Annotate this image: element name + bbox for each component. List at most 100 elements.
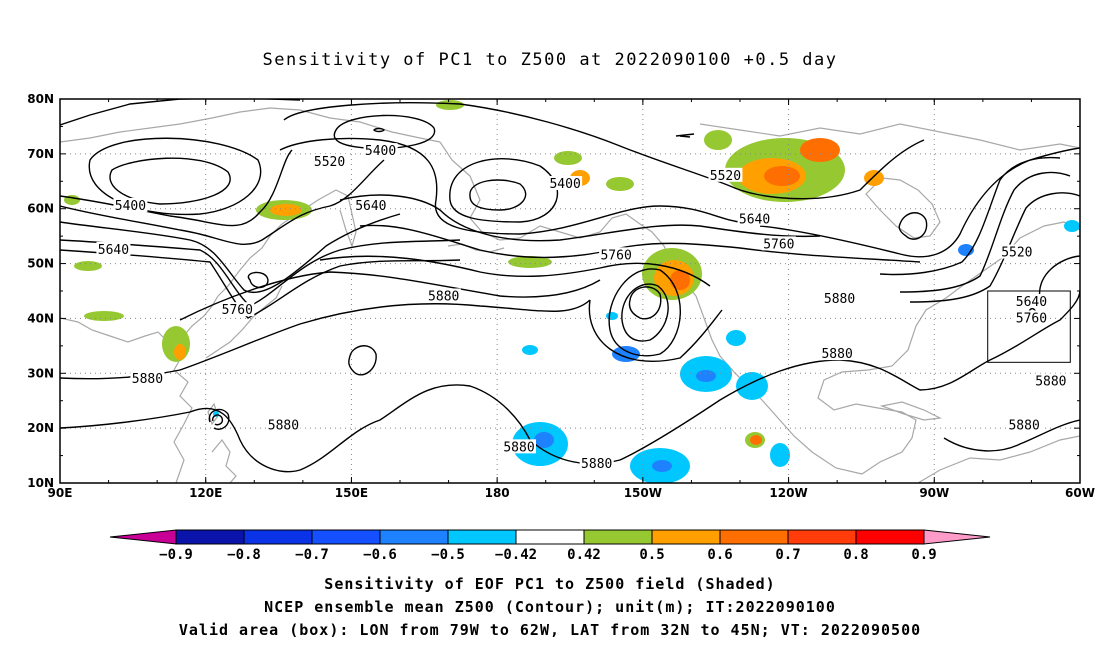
valid-area-box bbox=[987, 290, 1071, 363]
colorbar-label: −0.7 bbox=[295, 547, 329, 563]
shade-negative bbox=[534, 432, 554, 448]
contour-label: 5400 bbox=[549, 177, 580, 192]
lat-tick-label: 40N bbox=[27, 311, 54, 325]
lon-tick-label: 90W bbox=[919, 486, 949, 500]
colorbar: −0.9 −0.8 −0.7 −0.6 −0.5 −0.42 0.42 0.5 0.6 0.7 0.… bbox=[109, 529, 991, 563]
contour-label: 5640 bbox=[1016, 295, 1047, 310]
contour-line bbox=[628, 286, 662, 320]
contour-line bbox=[60, 213, 401, 294]
contour-line bbox=[839, 289, 1080, 391]
colorbar-swatch bbox=[379, 529, 449, 545]
shade-negative bbox=[726, 330, 746, 346]
contour-line bbox=[588, 299, 723, 363]
contour-label-backing bbox=[96, 241, 131, 256]
contour-label-backing bbox=[113, 197, 148, 212]
colorbar-swatch bbox=[515, 529, 585, 545]
colorbar-swatch bbox=[787, 529, 857, 545]
colorbar-swatch bbox=[175, 529, 245, 545]
contour-label-backing bbox=[353, 197, 388, 212]
contour-label: 5400 bbox=[365, 144, 396, 159]
contour-label-backing bbox=[426, 288, 461, 303]
contour-line bbox=[675, 133, 695, 138]
contour-line bbox=[608, 268, 681, 357]
lon-tick-label: 150W bbox=[624, 486, 662, 500]
contour-label: 5640 bbox=[355, 199, 386, 214]
contour-line bbox=[943, 419, 1080, 452]
lat-tick-label: 10N bbox=[27, 476, 54, 490]
contour-line bbox=[109, 157, 231, 205]
contour-label-backing bbox=[363, 143, 398, 158]
shade-positive bbox=[174, 344, 186, 360]
contour-label-backing bbox=[599, 247, 634, 262]
coastline-philippines bbox=[211, 438, 237, 483]
contour-label-backing bbox=[737, 211, 772, 226]
colorbar-swatch bbox=[243, 529, 313, 545]
shade-negative bbox=[696, 370, 716, 382]
contour-label: 5880 bbox=[1008, 418, 1039, 433]
lat-lon-grid bbox=[60, 99, 1080, 483]
shade-positive bbox=[750, 435, 762, 445]
contour-label: 5760 bbox=[1016, 311, 1047, 326]
lat-tick-label: 30N bbox=[27, 366, 54, 380]
colorbar-swatch bbox=[855, 529, 925, 545]
contour-label: 5880 bbox=[132, 372, 163, 387]
colorbar-label: −0.42 bbox=[495, 547, 537, 563]
contour-line bbox=[359, 224, 921, 263]
shade-negative bbox=[736, 372, 768, 400]
contour-label-backing bbox=[579, 455, 614, 470]
contour-line bbox=[879, 156, 1061, 276]
colorbar-label: 0.5 bbox=[639, 547, 664, 563]
shade-positive bbox=[704, 130, 732, 150]
contour-line bbox=[469, 179, 527, 211]
shade-positive bbox=[508, 256, 552, 268]
coastline-cuba bbox=[879, 401, 943, 421]
shade-positive bbox=[436, 100, 464, 110]
coastline-korea bbox=[181, 295, 219, 339]
caption-contour: NCEP ensemble mean Z500 (Contour); unit(… bbox=[264, 598, 836, 616]
contour-label: 5640 bbox=[739, 213, 770, 228]
contour-label-backing bbox=[220, 302, 255, 317]
contour-line bbox=[449, 158, 559, 223]
contour-line bbox=[339, 194, 821, 242]
contour-label: 5880 bbox=[268, 418, 299, 433]
lat-tick-label: 80N bbox=[27, 92, 54, 106]
contour-line bbox=[60, 159, 385, 245]
shade-positive bbox=[554, 151, 582, 165]
shade-negative bbox=[522, 345, 538, 355]
lon-tick-label: 180 bbox=[485, 486, 510, 500]
lat-tick-label: 60N bbox=[27, 202, 54, 216]
lat-tick-label: 20N bbox=[27, 421, 54, 435]
coastline-arctic-canada bbox=[699, 123, 1080, 151]
contour-label-backing bbox=[999, 244, 1034, 259]
coastline-south-america bbox=[917, 435, 1080, 483]
shade-positive bbox=[606, 177, 634, 191]
contour-line bbox=[348, 345, 377, 376]
lat-tick-label: 50N bbox=[27, 257, 54, 271]
figure-title: Sensitivity of PC1 to Z500 at 2022090100… bbox=[262, 50, 838, 70]
coastline-japan bbox=[205, 285, 283, 359]
contour-label-backing bbox=[130, 370, 165, 385]
contour-label-backing bbox=[820, 346, 855, 361]
contour-line bbox=[247, 271, 269, 289]
contour-label: 5400 bbox=[115, 199, 146, 214]
contour-line bbox=[898, 212, 928, 240]
coastline-gulf bbox=[817, 221, 1080, 475]
shade-positive bbox=[800, 138, 840, 162]
lon-tick-label: 150E bbox=[335, 486, 368, 500]
contour-line bbox=[60, 249, 461, 319]
contour-label-backing bbox=[1007, 417, 1042, 432]
colorbar-end-min bbox=[109, 529, 177, 545]
contour-line bbox=[60, 299, 591, 380]
contour-label-backing bbox=[708, 167, 743, 182]
contour-line bbox=[60, 99, 301, 126]
shade-negative bbox=[612, 346, 640, 362]
contour-label: 5880 bbox=[428, 289, 459, 304]
shade-positive bbox=[764, 166, 800, 186]
colorbar-swatch bbox=[651, 529, 721, 545]
lon-tick-label: 120E bbox=[189, 486, 222, 500]
contour-labels: 5400 5400 5400 5520 5520 5520 5640 5640 5640 5640… bbox=[96, 143, 1068, 472]
contour-label-backing bbox=[266, 417, 301, 432]
contour-line bbox=[1038, 255, 1080, 301]
